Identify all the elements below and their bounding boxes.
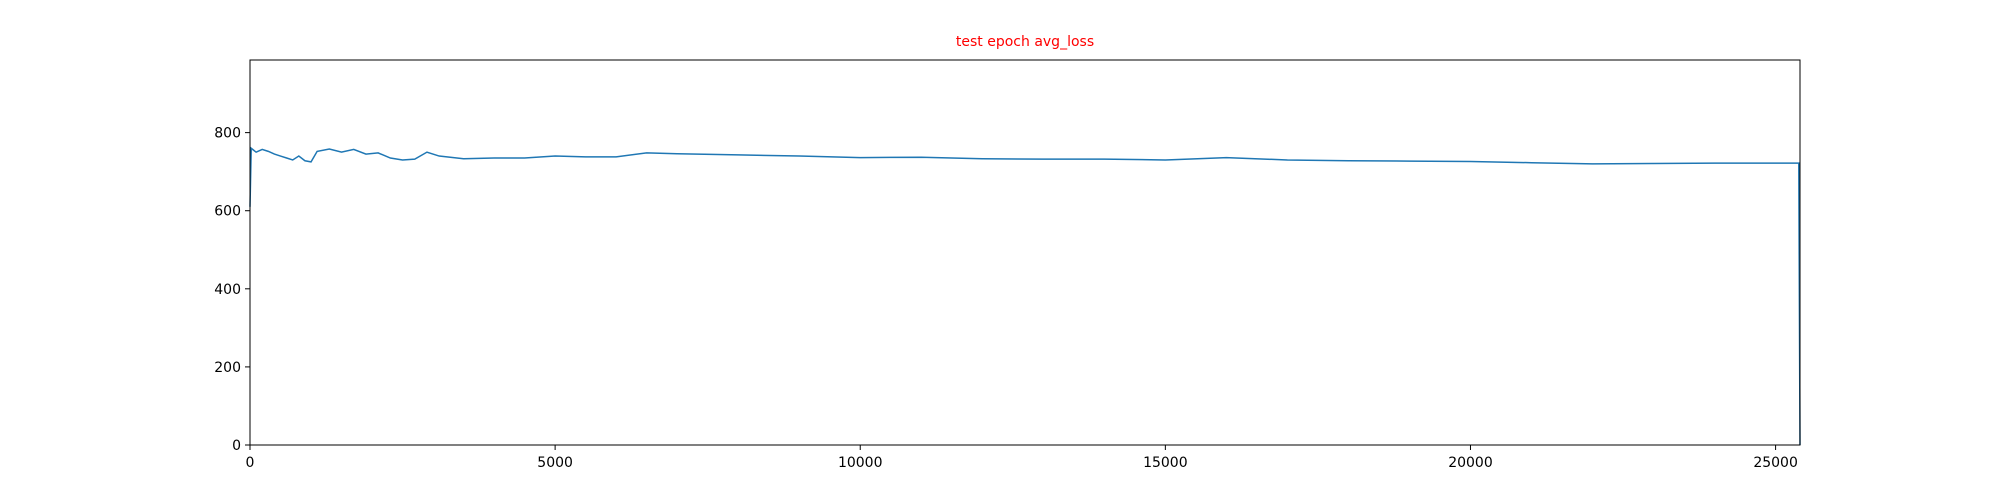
x-tick-label: 15000 <box>1143 455 1188 471</box>
y-tick-label: 200 <box>214 360 241 376</box>
x-tick-label: 20000 <box>1448 455 1493 471</box>
chart-title: test epoch avg_loss <box>956 34 1094 50</box>
x-tick-label: 25000 <box>1753 455 1798 471</box>
x-tick-label: 0 <box>246 455 255 471</box>
y-tick-label: 600 <box>214 204 241 220</box>
y-tick-label: 400 <box>214 282 241 298</box>
x-tick-label: 10000 <box>838 455 883 471</box>
y-tick-label: 800 <box>214 126 241 142</box>
plot-frame <box>249 59 1801 446</box>
loss-line <box>249 146 1801 446</box>
y-tick-label: 0 <box>232 438 241 454</box>
x-tick-label: 5000 <box>537 455 573 471</box>
